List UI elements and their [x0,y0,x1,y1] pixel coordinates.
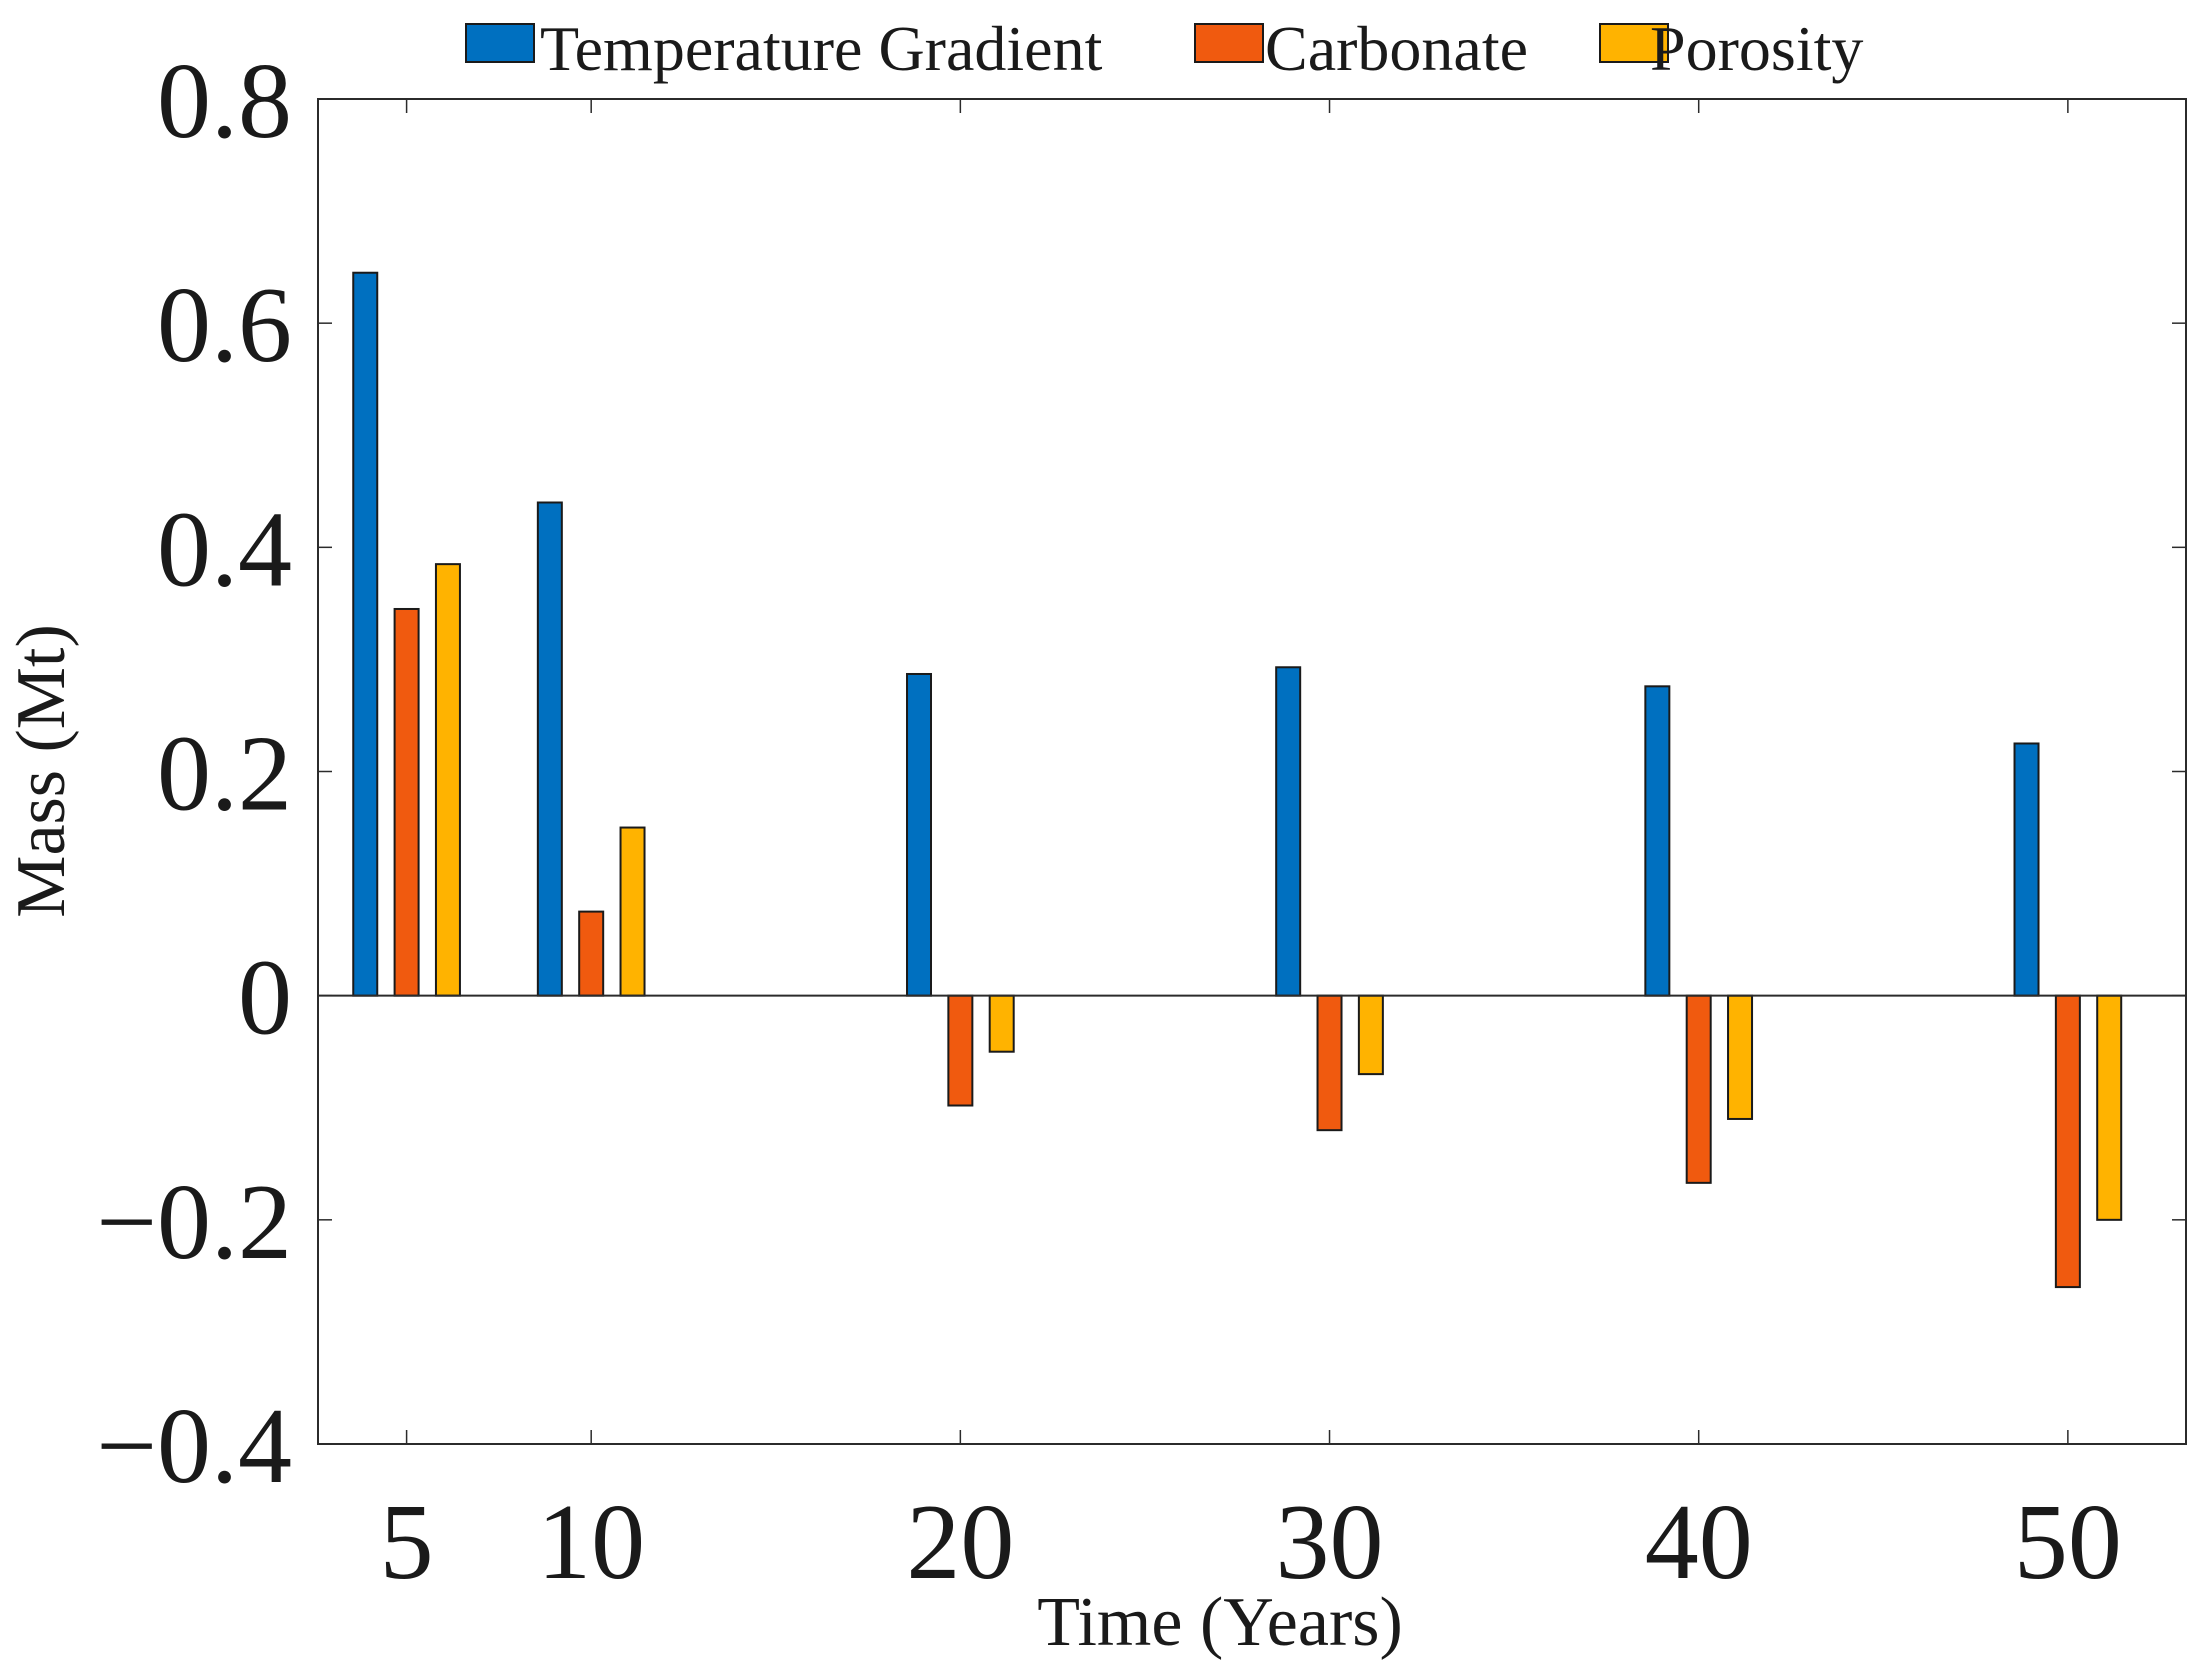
bars [352,271,2123,1289]
bar-carbonate-30 [1316,994,1343,1132]
bar-porosity-50 [2096,994,2123,1221]
y-tick-label: −0.4 [96,1387,292,1506]
axis-ticks [318,98,2186,1445]
legend-label: Porosity [1650,13,1863,84]
bar-porosity-30 [1357,994,1384,1076]
bar-temperature-gradient-30 [1275,666,1302,997]
legend-swatch-carbonate [1194,23,1264,63]
y-tick-label: −0.2 [96,1163,292,1282]
legend-swatch-temperature-gradient [465,23,535,63]
legend-swatch-porosity [1599,23,1669,63]
bar-temperature-gradient-5 [352,271,379,997]
y-tick-label: 0.6 [157,266,292,385]
x-tick-label: 40 [1645,1483,1753,1602]
y-tick-label: 0.2 [157,715,292,834]
legend: Temperature Gradient Carbonate Porosity [465,13,1863,84]
bar-porosity-20 [988,994,1015,1053]
x-tick-labels: 5 10 20 30 40 50 [380,1483,2122,1602]
y-tick-label: 0.8 [157,42,292,161]
bar-porosity-5 [434,563,461,997]
y-tick-label: 0.4 [157,490,292,609]
y-tick-labels: −0.4 −0.2 0 0.2 0.4 0.6 0.8 [96,42,292,1506]
y-axis-label: Mass (Mt) [3,624,80,918]
plot-area-frame [317,98,2187,1445]
bar-carbonate-50 [2054,994,2081,1289]
y-tick-label: 0 [238,939,292,1058]
x-tick-label: 10 [537,1483,645,1602]
x-tick-label: 5 [380,1483,434,1602]
legend-label: Carbonate [1265,13,1528,84]
bar-temperature-gradient-50 [2013,742,2040,997]
bar-carbonate-20 [947,994,974,1107]
bar-porosity-40 [1727,994,1754,1120]
bar-temperature-gradient-40 [1644,685,1671,997]
bar-carbonate-10 [578,910,605,997]
bar-temperature-gradient-20 [906,672,933,997]
x-tick-label: 30 [1276,1483,1384,1602]
bar-carbonate-40 [1685,994,1712,1184]
x-tick-label: 50 [2014,1483,2122,1602]
bar-carbonate-5 [393,607,420,997]
x-tick-label: 20 [906,1483,1014,1602]
bar-temperature-gradient-10 [536,501,563,997]
bar-porosity-10 [619,826,646,997]
x-axis-label: Time (Years) [1037,1584,1403,1661]
legend-label: Temperature Gradient [540,13,1103,84]
